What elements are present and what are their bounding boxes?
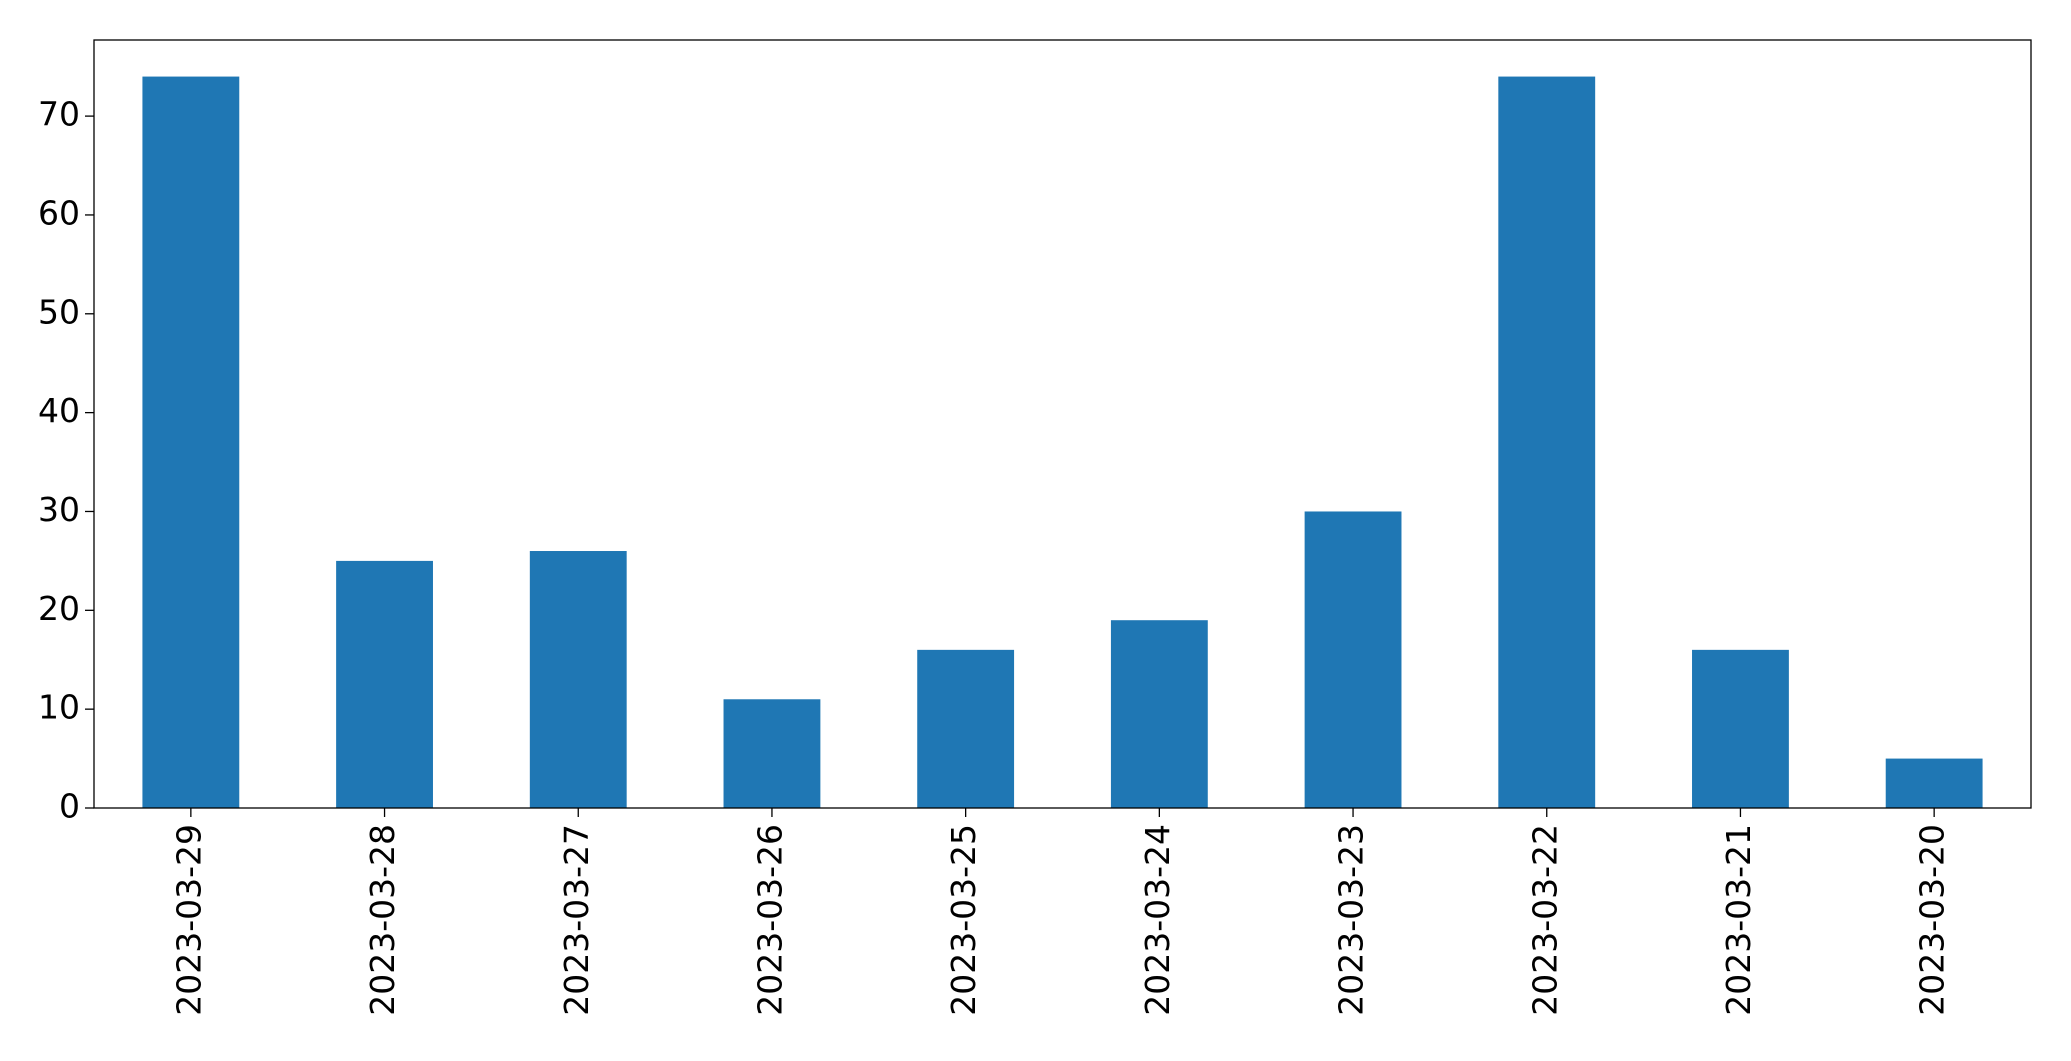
- bar: [1304, 511, 1402, 808]
- y-tick-label: 30: [38, 490, 80, 529]
- x-tick-label: 2023-03-28: [363, 824, 402, 1016]
- bar: [1498, 76, 1596, 809]
- x-tick-label: 2023-03-29: [169, 824, 208, 1016]
- bar: [1110, 620, 1208, 808]
- y-tick-label: 20: [38, 589, 80, 628]
- x-tick-label: 2023-03-25: [944, 824, 983, 1016]
- x-tick-label: 2023-03-20: [1913, 824, 1952, 1016]
- x-tick-label: 2023-03-22: [1525, 824, 1564, 1016]
- y-tick-label: 60: [38, 193, 80, 232]
- y-tick-label: 50: [38, 292, 80, 331]
- bar: [529, 551, 627, 808]
- bar: [1692, 649, 1789, 808]
- x-tick-label: 2023-03-27: [557, 824, 596, 1016]
- y-tick-label: 40: [38, 391, 80, 430]
- y-tick-label: 70: [38, 95, 80, 134]
- y-tick-label: 10: [38, 688, 80, 727]
- bar: [1885, 758, 1983, 808]
- bar: [142, 76, 240, 809]
- x-tick-label: 2023-03-26: [750, 824, 789, 1016]
- bar: [917, 649, 1015, 808]
- x-tick-label: 2023-03-24: [1138, 824, 1177, 1016]
- bar: [336, 560, 433, 808]
- x-tick-label: 2023-03-21: [1719, 824, 1758, 1016]
- bar: [723, 699, 821, 808]
- axes-frame: [93, 39, 2032, 809]
- x-tick-label: 2023-03-23: [1332, 824, 1371, 1016]
- y-tick-label: 0: [59, 787, 80, 826]
